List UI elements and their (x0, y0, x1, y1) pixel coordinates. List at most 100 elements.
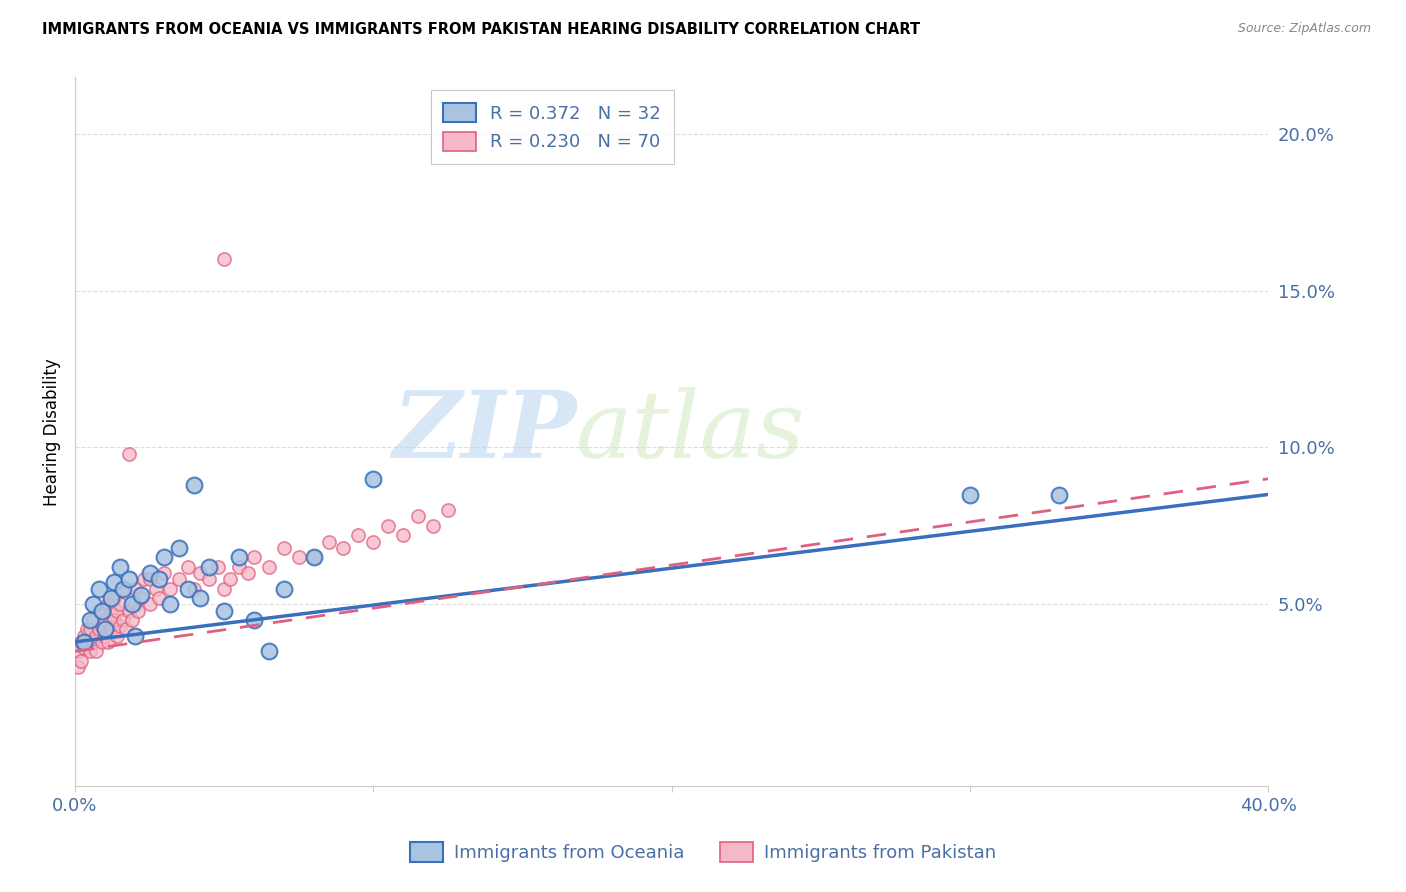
Point (287, 550, 309, 565)
Point (129, 588, 152, 602)
Point (100, 607, 122, 621)
Point (422, 519, 444, 533)
Point (118, 572, 141, 586)
Point (257, 559, 280, 574)
Point (183, 478, 205, 492)
Point (177, 559, 200, 574)
Point (111, 582, 134, 596)
Point (153, 550, 176, 565)
Point (132, 572, 155, 586)
Point (959, 487, 981, 501)
Point (87, 582, 110, 596)
Point (82, 635, 104, 649)
Text: ZIP: ZIP (392, 387, 576, 477)
Point (153, 566, 176, 580)
Point (121, 613, 143, 627)
Point (118, 447, 141, 461)
Point (212, 603, 235, 617)
Point (87, 623, 110, 637)
Point (302, 550, 325, 565)
Point (129, 591, 152, 605)
Point (94, 613, 117, 627)
Point (318, 534, 340, 549)
Point (100, 591, 122, 605)
Point (124, 582, 146, 596)
Point (361, 534, 384, 549)
Text: IMMIGRANTS FROM OCEANIA VS IMMIGRANTS FROM PAKISTAN HEARING DISABILITY CORRELATI: IMMIGRANTS FROM OCEANIA VS IMMIGRANTS FR… (42, 22, 921, 37)
Point (73, 641, 96, 656)
Point (124, 597, 146, 611)
Point (127, 603, 149, 617)
Point (100, 623, 122, 637)
Point (177, 582, 200, 596)
Point (97, 597, 120, 611)
Point (124, 629, 146, 643)
Point (212, 582, 235, 596)
Point (437, 503, 460, 517)
Point (90, 603, 112, 617)
Point (111, 582, 134, 596)
Point (138, 597, 160, 611)
Point (243, 613, 266, 627)
Point (108, 559, 131, 574)
Point (90, 635, 112, 649)
Point (377, 519, 399, 533)
Point (361, 472, 384, 486)
Point (94, 629, 117, 643)
Point (66, 644, 89, 658)
Point (406, 509, 429, 524)
Point (138, 572, 160, 586)
Point (212, 252, 235, 267)
Legend: R = 0.372   N = 32, R = 0.230   N = 70: R = 0.372 N = 32, R = 0.230 N = 70 (430, 90, 673, 164)
Point (121, 597, 143, 611)
Point (347, 528, 370, 542)
Point (148, 572, 170, 586)
Point (198, 572, 221, 586)
Point (228, 559, 250, 574)
Point (76, 635, 98, 649)
Point (66, 660, 89, 674)
Point (84, 629, 107, 643)
Point (103, 591, 125, 605)
Point (82, 613, 104, 627)
Point (82, 597, 104, 611)
Text: atlas: atlas (576, 387, 806, 477)
Text: Source: ZipAtlas.com: Source: ZipAtlas.com (1237, 22, 1371, 36)
Y-axis label: Hearing Disability: Hearing Disability (44, 358, 60, 506)
Point (114, 623, 136, 637)
Point (70, 654, 93, 668)
Legend: Immigrants from Oceania, Immigrants from Pakistan: Immigrants from Oceania, Immigrants from… (404, 835, 1002, 870)
Point (87, 603, 110, 617)
Point (90, 619, 112, 633)
Point (243, 550, 266, 565)
Point (73, 629, 96, 643)
Point (183, 582, 205, 596)
Point (105, 603, 128, 617)
Point (219, 572, 242, 586)
Point (103, 613, 125, 627)
Point (94, 623, 117, 637)
Point (273, 582, 295, 596)
Point (236, 566, 259, 580)
Point (111, 613, 134, 627)
Point (188, 591, 211, 605)
Point (79, 613, 101, 627)
Point (159, 597, 181, 611)
Point (145, 582, 167, 596)
Point (169, 572, 191, 586)
Point (76, 623, 98, 637)
Point (108, 619, 131, 633)
Point (332, 541, 354, 555)
Point (188, 566, 211, 580)
Point (138, 566, 160, 580)
Point (97, 635, 120, 649)
Point (70, 635, 93, 649)
Point (105, 629, 128, 643)
Point (198, 559, 221, 574)
Point (207, 559, 229, 574)
Point (273, 541, 295, 555)
Point (108, 597, 131, 611)
Point (228, 550, 250, 565)
Point (79, 623, 101, 637)
Point (159, 582, 181, 596)
